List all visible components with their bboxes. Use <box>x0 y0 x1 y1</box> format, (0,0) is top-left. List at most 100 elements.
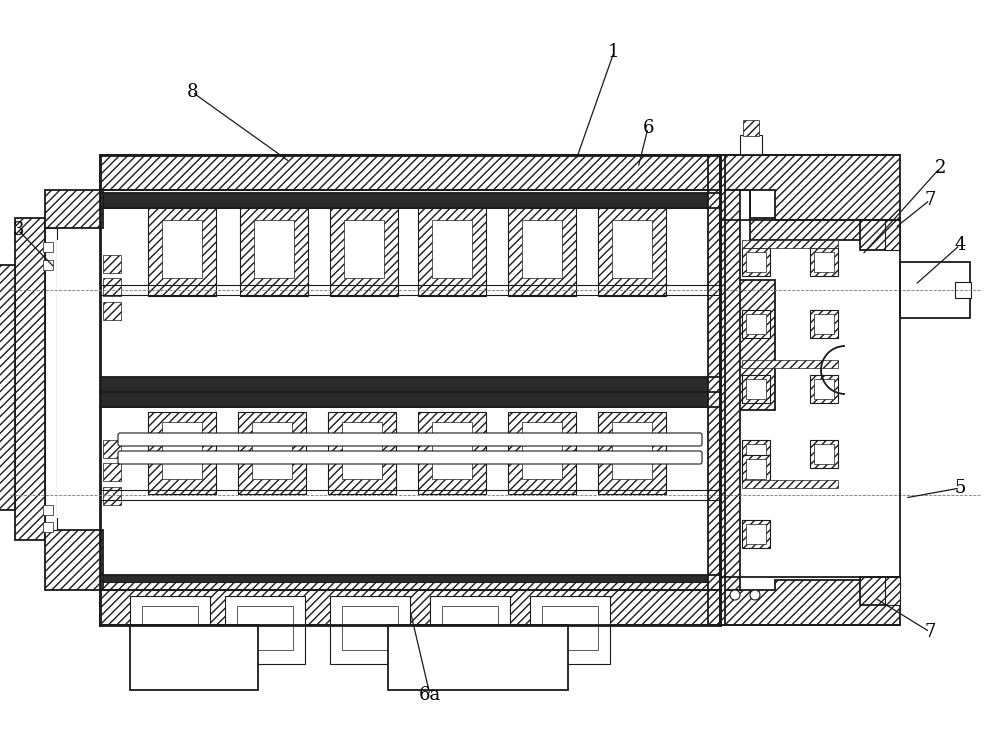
Bar <box>43 242 53 252</box>
Bar <box>522 422 562 479</box>
Text: 3: 3 <box>12 221 24 239</box>
Polygon shape <box>720 190 900 240</box>
Bar <box>810 375 838 403</box>
Polygon shape <box>100 582 720 590</box>
Polygon shape <box>45 190 103 228</box>
Bar <box>442 606 498 650</box>
Polygon shape <box>100 590 720 625</box>
Bar <box>342 606 398 650</box>
Bar <box>103 302 121 320</box>
Bar <box>955 282 971 298</box>
Polygon shape <box>508 208 576 296</box>
Polygon shape <box>100 392 720 407</box>
Bar <box>43 260 53 270</box>
Bar <box>342 422 382 479</box>
Bar <box>810 248 838 276</box>
Bar <box>522 220 562 278</box>
Bar <box>814 379 834 399</box>
Bar <box>162 422 202 479</box>
Bar <box>900 262 970 318</box>
Text: 4: 4 <box>954 236 966 254</box>
Polygon shape <box>100 193 720 208</box>
Bar <box>885 220 900 250</box>
Bar <box>388 625 568 690</box>
Bar <box>142 606 198 650</box>
Bar <box>43 522 53 532</box>
Bar <box>746 444 766 464</box>
Bar <box>612 220 652 278</box>
Polygon shape <box>45 530 103 590</box>
Text: 6: 6 <box>642 119 654 137</box>
Bar <box>746 524 766 544</box>
Polygon shape <box>100 575 720 590</box>
Bar <box>252 422 292 479</box>
Bar <box>814 444 834 464</box>
Bar <box>742 375 770 403</box>
Bar <box>344 220 384 278</box>
Polygon shape <box>598 208 666 296</box>
Polygon shape <box>720 280 775 410</box>
Bar <box>742 520 770 548</box>
Bar <box>885 577 900 605</box>
Bar <box>254 220 294 278</box>
Bar <box>612 422 652 479</box>
Bar <box>742 480 838 488</box>
Bar <box>810 440 838 468</box>
Polygon shape <box>418 412 486 494</box>
Polygon shape <box>720 580 900 625</box>
Polygon shape <box>238 412 306 494</box>
Bar <box>814 252 834 272</box>
Polygon shape <box>418 208 486 296</box>
Bar <box>742 240 838 248</box>
Polygon shape <box>708 155 725 625</box>
Polygon shape <box>508 412 576 494</box>
Bar <box>746 314 766 334</box>
FancyBboxPatch shape <box>118 451 702 464</box>
Bar <box>432 220 472 278</box>
Bar <box>746 379 766 399</box>
Bar <box>57 240 91 518</box>
Bar <box>742 440 770 468</box>
Polygon shape <box>860 577 900 605</box>
Bar <box>432 422 472 479</box>
Circle shape <box>750 590 760 600</box>
Bar <box>743 120 759 136</box>
Polygon shape <box>860 220 900 250</box>
Polygon shape <box>15 218 45 540</box>
Polygon shape <box>720 190 740 590</box>
Polygon shape <box>240 208 308 296</box>
Bar <box>103 487 121 505</box>
FancyBboxPatch shape <box>118 433 702 446</box>
Bar <box>103 463 121 481</box>
Text: 5: 5 <box>954 479 966 497</box>
Circle shape <box>730 590 740 600</box>
Polygon shape <box>598 412 666 494</box>
Bar <box>103 278 121 296</box>
Polygon shape <box>328 412 396 494</box>
Bar <box>162 220 202 278</box>
Polygon shape <box>720 155 900 220</box>
Bar <box>740 135 762 155</box>
Bar <box>742 360 838 368</box>
Bar <box>742 310 770 338</box>
Polygon shape <box>225 596 305 664</box>
Bar <box>746 459 766 479</box>
Bar <box>746 252 766 272</box>
Bar <box>103 440 121 458</box>
Polygon shape <box>530 596 610 664</box>
Bar <box>814 314 834 334</box>
Polygon shape <box>100 155 720 190</box>
Polygon shape <box>148 208 216 296</box>
Polygon shape <box>0 265 15 510</box>
Text: 6a: 6a <box>419 686 441 704</box>
Text: 7: 7 <box>924 623 936 641</box>
Polygon shape <box>430 596 510 664</box>
Bar <box>742 455 770 483</box>
Bar <box>810 310 838 338</box>
Bar <box>45 228 57 530</box>
Polygon shape <box>130 596 210 664</box>
Polygon shape <box>330 208 398 296</box>
Polygon shape <box>330 596 410 664</box>
Bar <box>130 625 258 690</box>
Text: 8: 8 <box>186 83 198 101</box>
